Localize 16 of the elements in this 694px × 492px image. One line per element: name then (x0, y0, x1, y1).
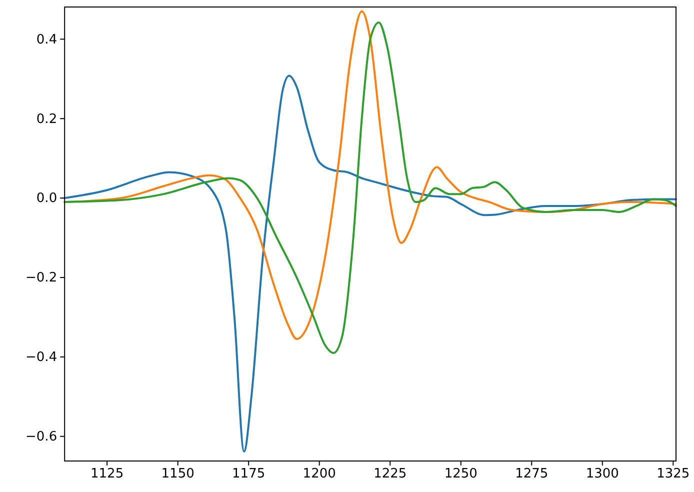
x-tick-label: 1225 (374, 466, 407, 482)
x-tick-label: 1200 (302, 466, 336, 482)
line-series (64, 74, 677, 452)
x-tick-label: 1175 (232, 466, 266, 482)
y-tick-label: −0.4 (26, 350, 58, 366)
y-tick-label: 0.0 (36, 191, 58, 206)
x-tick-label: 1275 (515, 466, 548, 482)
y-tick-label: 0.2 (36, 112, 58, 127)
x-tick-label: 1250 (444, 466, 478, 482)
y-tick-label: −0.2 (26, 270, 58, 286)
x-tick-label: 1125 (90, 466, 124, 482)
x-tick-label: 1300 (586, 466, 619, 482)
y-tick-label: −0.6 (26, 430, 58, 445)
x-tick-label: 1150 (161, 466, 194, 482)
x-tick-label: 1325 (656, 466, 690, 482)
y-tick-label: 0.4 (36, 32, 58, 48)
